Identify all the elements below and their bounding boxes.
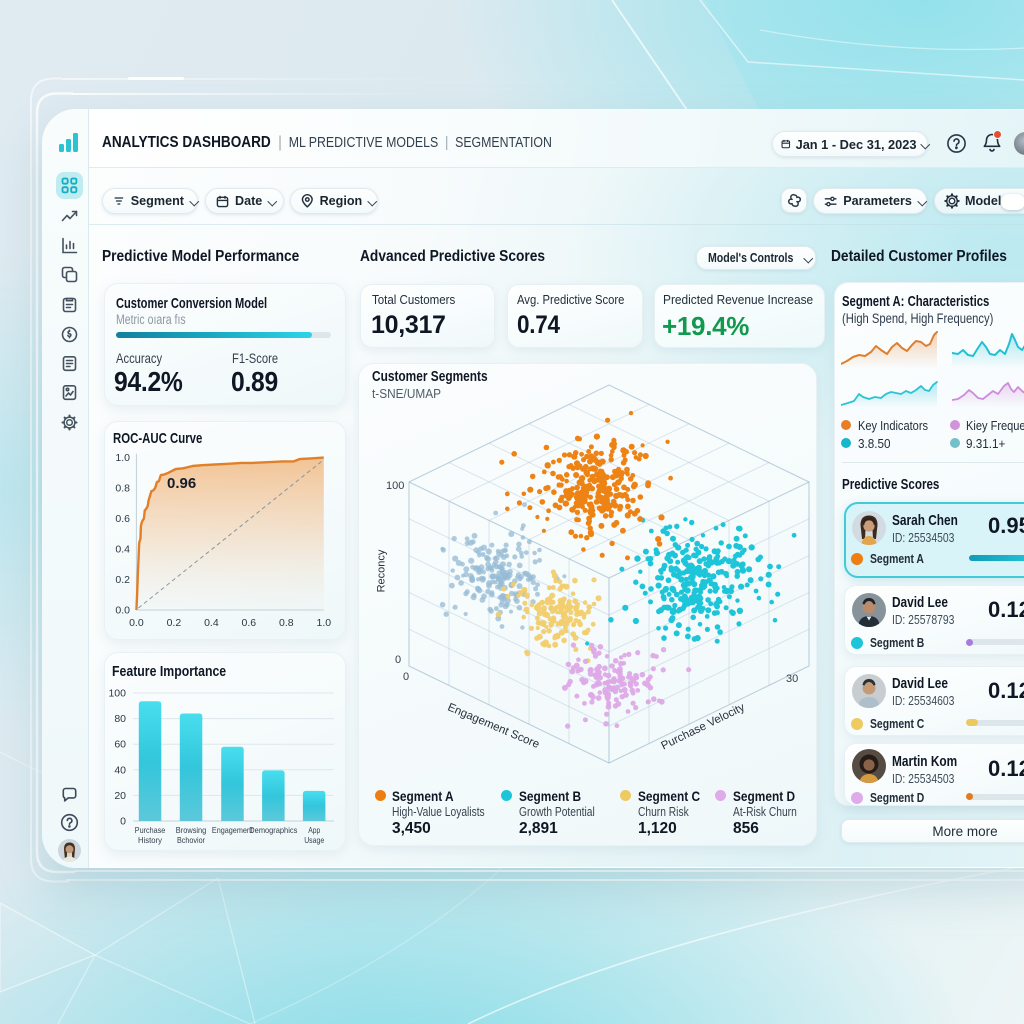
svg-text:0.8: 0.8 (279, 617, 294, 629)
svg-text:0.8: 0.8 (115, 483, 130, 495)
svg-text:Bchovior: Bchovior (177, 835, 205, 845)
svg-text:Demographics: Demographics (249, 825, 297, 835)
svg-text:20: 20 (114, 790, 126, 802)
svg-text:1.0: 1.0 (316, 617, 331, 629)
svg-text:0.6: 0.6 (241, 617, 256, 629)
svg-text:0.4: 0.4 (204, 617, 219, 629)
svg-text:100: 100 (108, 688, 126, 700)
svg-text:0: 0 (120, 816, 126, 828)
svg-text:0.2: 0.2 (115, 574, 130, 586)
svg-text:Engagement: Engagement (212, 825, 254, 835)
svg-text:History: History (138, 835, 163, 845)
svg-text:0.6: 0.6 (115, 513, 130, 525)
svg-text:0.0: 0.0 (115, 605, 130, 617)
svg-text:60: 60 (114, 739, 126, 751)
svg-text:80: 80 (114, 713, 126, 725)
svg-text:40: 40 (114, 764, 126, 776)
svg-text:App: App (308, 825, 320, 835)
svg-text:Browsing: Browsing (176, 825, 207, 835)
svg-text:0.0: 0.0 (129, 617, 144, 629)
svg-text:0.96: 0.96 (167, 475, 196, 492)
svg-text:1.0: 1.0 (115, 452, 130, 464)
svg-text:Purchase: Purchase (135, 825, 166, 835)
svg-text:Usage: Usage (304, 835, 324, 845)
svg-text:0.4: 0.4 (115, 544, 130, 556)
svg-text:0.2: 0.2 (167, 617, 182, 629)
